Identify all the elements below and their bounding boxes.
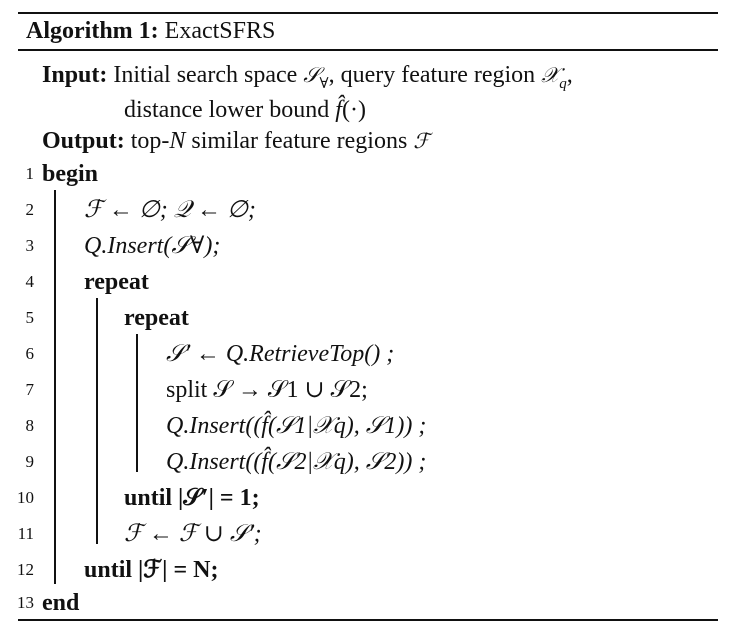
algorithm-title: Algorithm 1: ExactSFRS — [26, 17, 275, 45]
line-number: 10 — [17, 488, 34, 507]
search-space-symbol: 𝒮 — [303, 63, 320, 87]
line-number: 2 — [25, 200, 35, 219]
result-set-symbol: ℱ — [413, 129, 430, 153]
line-number: 3 — [25, 236, 35, 255]
code-line: Q.Insert((f̂(𝒮2|𝒳q), 𝒮2)) ; — [166, 449, 427, 475]
code-line: Q.Insert((f̂(𝒮1|𝒳q), 𝒮1)) ; — [166, 413, 427, 439]
code-line: ℱ ← ℱ ∪ 𝒮′; — [124, 521, 262, 547]
input-text: distance lower bound — [124, 97, 336, 123]
indent-bar-inner-repeat — [136, 334, 138, 472]
line-number: 11 — [17, 524, 34, 543]
feature-region-symbol: 𝒳 — [541, 63, 560, 87]
input-text: (·) — [341, 97, 366, 123]
code-line: begin — [42, 161, 99, 187]
line-number: 1 — [25, 164, 35, 183]
code-line: until |𝒮′| = 1; — [124, 485, 260, 511]
output-keyword: Output: — [42, 128, 125, 154]
algorithm-label: Algorithm 1: — [26, 18, 159, 44]
code-line: repeat — [124, 305, 189, 331]
code-line: Q.Insert(𝒮∀); — [84, 233, 221, 259]
code-line: split 𝒮 → 𝒮1 ∪ 𝒮2; — [166, 377, 368, 403]
code-line: ℱ ← ∅; 𝒬 ← ∅; — [84, 197, 256, 223]
code-line: repeat — [84, 269, 149, 295]
line-number: 4 — [25, 272, 35, 291]
bottom-rule — [18, 619, 718, 621]
output-text: similar feature regions — [185, 128, 414, 154]
code-line: 𝒮′ ← Q.RetrieveTop() ; — [166, 341, 395, 367]
title-rule — [18, 49, 718, 51]
input-keyword: Input: — [42, 62, 108, 88]
search-space-subscript: ∀ — [319, 75, 329, 92]
input-line-2: distance lower bound f̂(·) — [124, 96, 366, 124]
input-text: , — [566, 62, 573, 88]
indent-bar-outer-repeat — [96, 298, 98, 544]
algorithm-name: ExactSFRS — [164, 18, 276, 44]
n-symbol: N — [169, 128, 186, 154]
code-line: end — [42, 590, 80, 616]
feature-region-subscript: q — [559, 75, 567, 92]
line-number: 5 — [25, 308, 35, 327]
line-number: 12 — [17, 560, 34, 579]
top-rule — [18, 12, 718, 14]
input-text: , query feature region — [328, 62, 542, 88]
output-text: top- — [130, 128, 170, 154]
lower-bound-symbol: f̂ — [335, 97, 342, 123]
line-number: 9 — [25, 452, 35, 471]
line-number: 6 — [25, 344, 35, 363]
code-line: until |ℱ| = N; — [84, 557, 219, 583]
output-line: Output: top-N similar feature regions ℱ — [42, 127, 430, 155]
line-number: 7 — [25, 380, 35, 399]
line-number: 13 — [17, 593, 34, 612]
indent-bar-begin — [54, 190, 56, 584]
input-text: Initial search space — [113, 62, 304, 88]
input-line-1: Input: Initial search space 𝒮∀, query fe… — [42, 61, 573, 92]
line-number: 8 — [25, 416, 35, 435]
